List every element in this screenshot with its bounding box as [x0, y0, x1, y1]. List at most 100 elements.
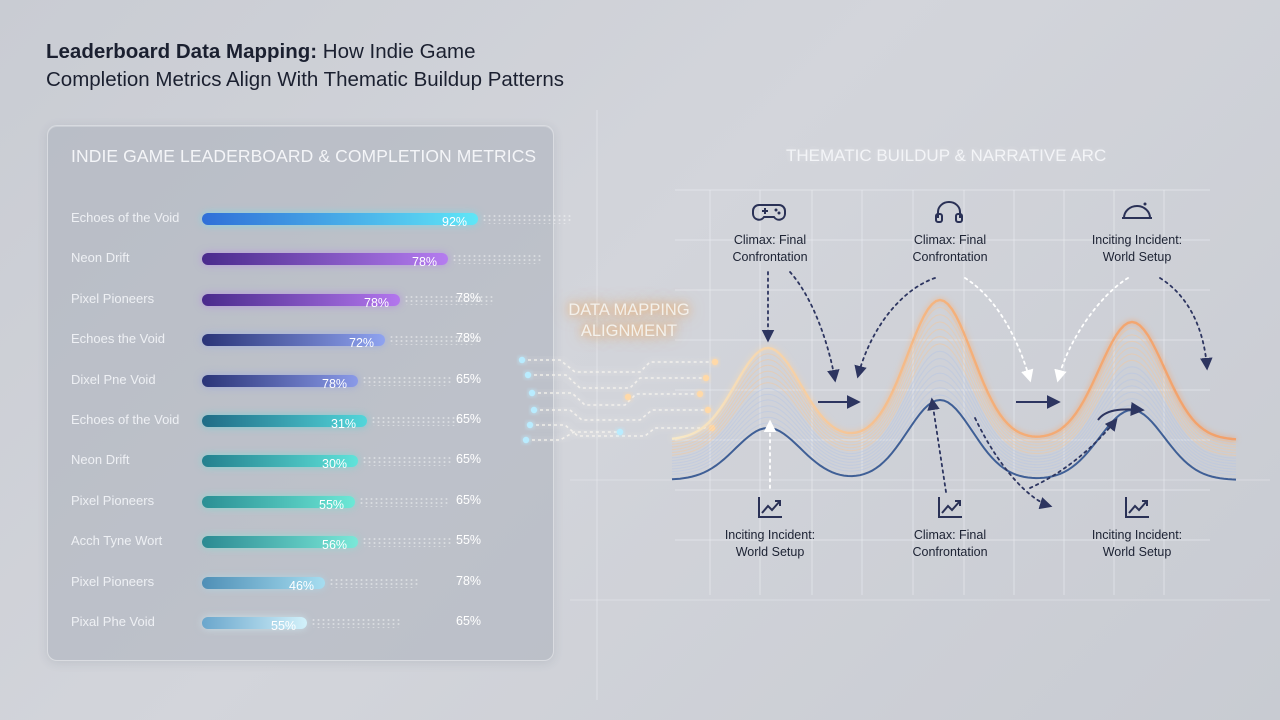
trend-chart-icon [938, 497, 962, 518]
completion-track: 31% [202, 415, 502, 431]
sparkle-trail [452, 254, 542, 265]
completion-percent: 78% [412, 255, 438, 270]
arc-grid [570, 110, 1270, 700]
leaderboard-row: Pixel Pioneers 78% 78% [48, 289, 553, 310]
sparkle-trail [359, 496, 449, 507]
game-name: Pixel Pioneers [71, 492, 155, 508]
wave-strand [671, 314, 1237, 446]
trend-line [761, 500, 781, 514]
completion-percent: 55% [319, 497, 345, 512]
secondary-percent: 78% [456, 290, 482, 305]
circuit-node [526, 421, 534, 429]
arc-icons [752, 201, 1152, 518]
leaderboard-title: INDIE GAME LEADERBOARD & COMPLETION METR… [71, 146, 537, 166]
trend-arrow [1142, 500, 1148, 506]
completion-percent: 92% [442, 215, 468, 229]
wave-strand [671, 343, 1237, 457]
secondary-percent: 65% [456, 371, 482, 386]
sparkle-trail [362, 537, 452, 548]
completion-percent: 46% [289, 578, 315, 593]
trend-chart-icon [1125, 497, 1149, 518]
completion-track: 78% [202, 253, 542, 269]
completion-bar [202, 415, 367, 427]
secondary-percent: 78% [456, 573, 482, 588]
headphones-band [937, 201, 961, 218]
completion-bar [202, 617, 307, 629]
secondary-percent: 65% [456, 412, 482, 426]
page-title: Leaderboard Data Mapping: How Indie Game… [46, 38, 686, 94]
flow-arrows [761, 271, 1213, 510]
solid-arrow [1097, 402, 1145, 421]
completion-track: 56% [202, 536, 502, 552]
gamepad-button [774, 208, 778, 212]
dashed-arrow [854, 277, 936, 379]
completion-bar [202, 495, 355, 508]
circuit-node [524, 371, 532, 379]
circuit-node [528, 389, 536, 397]
wave-strand [671, 335, 1237, 454]
wave-strand [671, 321, 1237, 448]
wave-strand [671, 328, 1237, 451]
completion-percent: 31% [331, 417, 357, 431]
wave-top [671, 298, 1237, 441]
trend-axes [1125, 497, 1149, 518]
completion-track: 46% [202, 576, 502, 593]
arc-title: THEMATIC BUILDUP & NARRATIVE ARC [786, 146, 1107, 165]
data-mapping-line2: ALIGNMENT [580, 322, 678, 340]
top-label-1-line1: Climax: Final [733, 233, 807, 247]
top-label-3-line2: World Setup [1102, 250, 1172, 264]
completion-track: 55% [202, 617, 502, 633]
dashed-arrow [927, 397, 947, 493]
dome-icon [1122, 202, 1152, 219]
wave-strand [671, 306, 1237, 443]
gamepad-icon [752, 204, 786, 221]
circuit-node [530, 406, 538, 414]
sparkle-trail [329, 577, 419, 588]
dashed-arrow [964, 277, 1034, 383]
game-name: Neon Drift [71, 250, 130, 266]
game-name: Echoes of the Void [71, 210, 180, 225]
headphones-cup [955, 213, 963, 223]
page-title-line2: Completion Metrics Align With Thematic B… [46, 68, 565, 91]
trend-arrow [955, 500, 961, 506]
top-label-2-line2: Confrontation [912, 250, 988, 264]
top-label-2: Climax: Final Confrontation [875, 232, 1025, 266]
secondary-percent: 65% [456, 614, 482, 628]
leaderboard-panel: INDIE GAME LEADERBOARD & COMPLETION METR… [47, 125, 572, 661]
game-name: Dixel Pne Void [71, 371, 156, 387]
completion-bar [202, 253, 448, 266]
sparkle-trail [482, 214, 572, 224]
completion-track: 30% [202, 455, 502, 471]
secondary-percent: 55% [456, 533, 482, 548]
game-name: Pixel Pioneers [71, 573, 155, 589]
dashed-arrow [974, 417, 1053, 510]
leaderboard-row: Neon Drift 30% 65% [48, 450, 553, 471]
wave-strand [671, 372, 1237, 467]
headphones-icon [935, 201, 963, 223]
game-name: Echoes the Void [71, 331, 165, 347]
gamepad-outline [752, 204, 786, 221]
circuit-node [708, 424, 716, 432]
completion-track: 72% [202, 334, 502, 350]
page-title-bold: Leaderboard Data Mapping: [46, 40, 318, 63]
dome-dot [1143, 202, 1147, 206]
circuit-trace [534, 409, 708, 421]
bottom-label-2: Climax: Final Confrontation [875, 527, 1025, 561]
circuit-node [704, 406, 712, 414]
circuit-node [702, 374, 710, 382]
game-name: Pixal Phe Void [71, 614, 155, 629]
completion-percent: 78% [364, 295, 390, 310]
leaderboard-row: Pixel Pioneers 46% 78% [48, 572, 553, 593]
secondary-percent: 65% [456, 492, 482, 507]
circuit-node [616, 428, 624, 436]
completion-bar [202, 455, 358, 468]
leaderboard-row: Dixel Pne Void 78% 65% [48, 370, 553, 391]
data-mapping-label: DATA MAPPING ALIGNMENT [560, 300, 698, 342]
sparkle-trail [389, 335, 479, 346]
dome-arc [1123, 205, 1151, 219]
completion-bar [202, 334, 385, 347]
leaderboard-row: Pixal Phe Void 55% 65% [48, 612, 553, 633]
dashed-arrow [1029, 418, 1118, 489]
circuit-node [522, 436, 530, 444]
bottom-label-1-line2: World Setup [735, 545, 805, 559]
